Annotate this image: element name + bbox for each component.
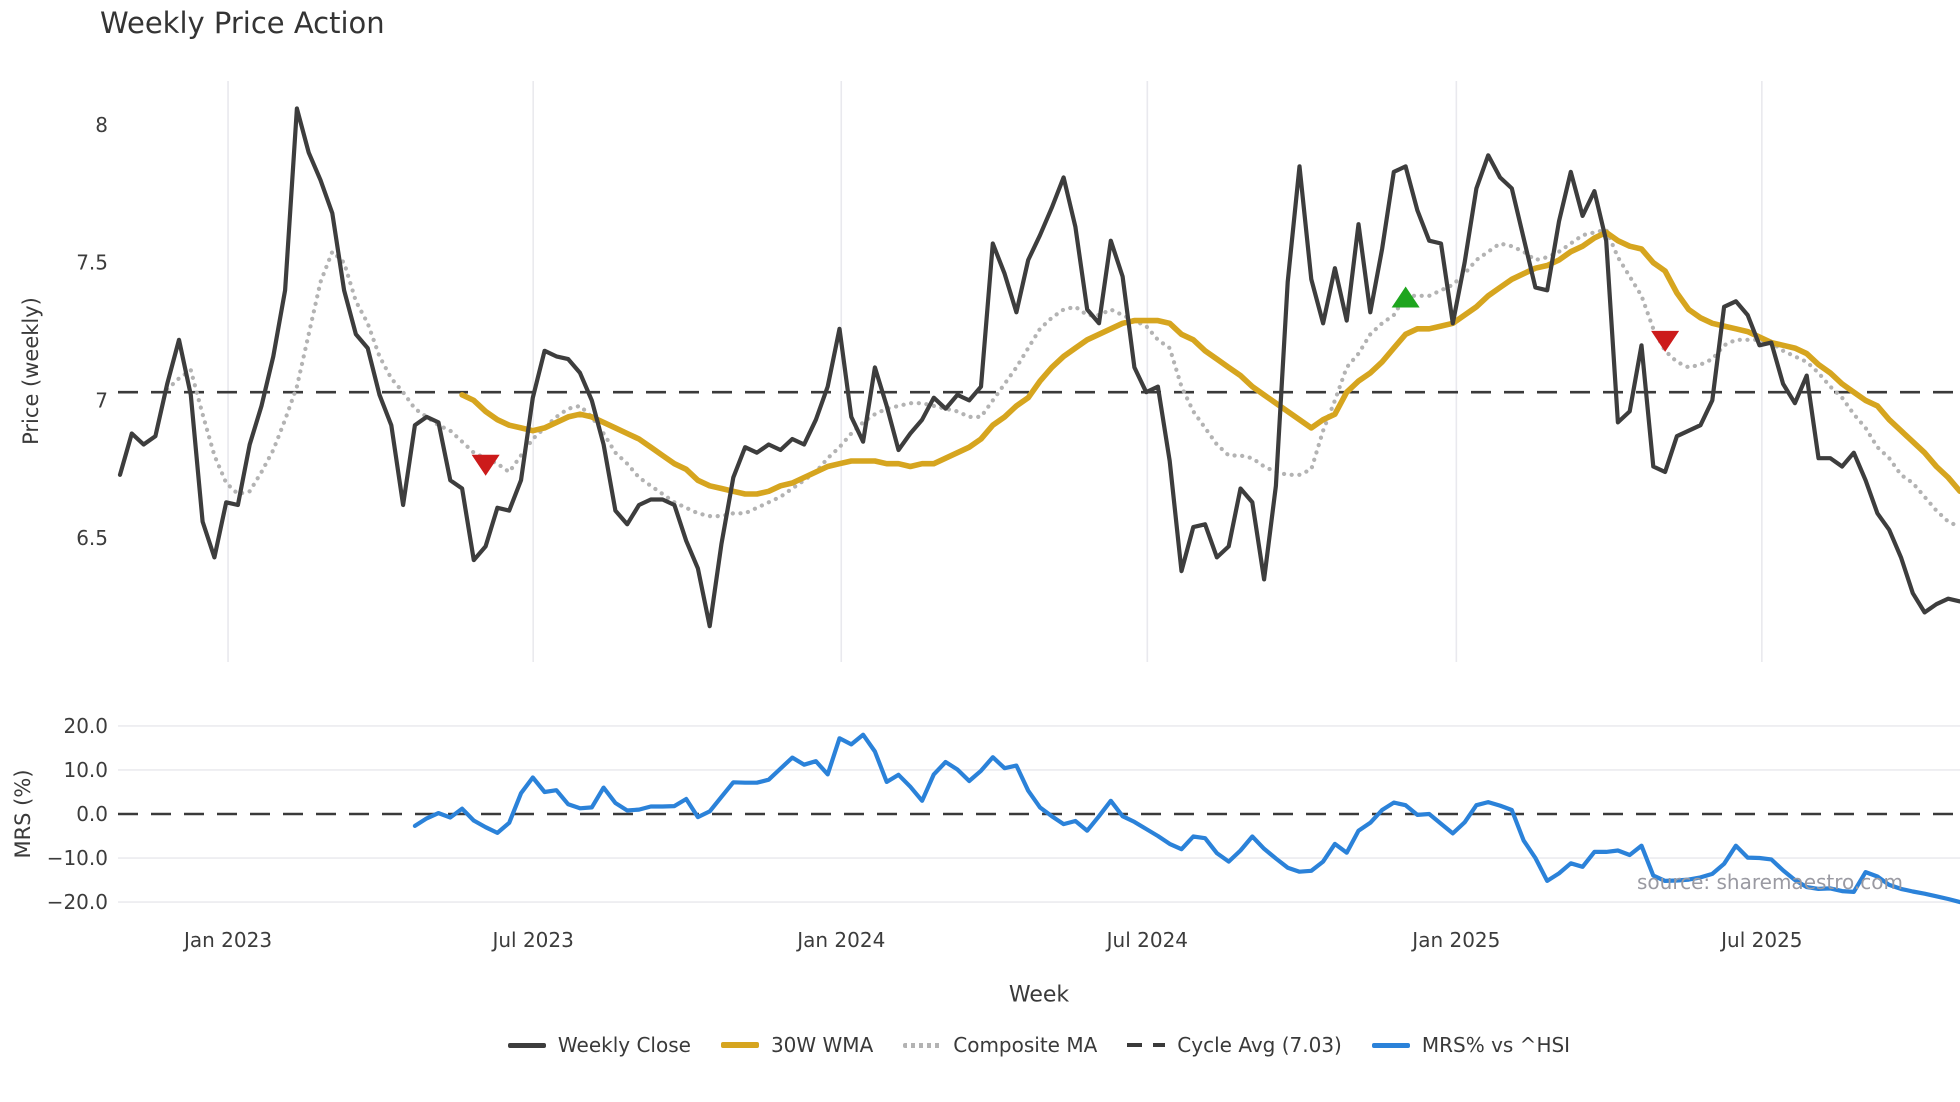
- sell-marker-icon: [471, 454, 500, 476]
- legend-item-30w-wma: 30W WMA: [720, 1033, 874, 1057]
- price-axis-label: Price (weekly): [19, 297, 43, 445]
- sell-marker-icon: [1651, 330, 1680, 352]
- source-watermark: source: sharemaestro.com: [1637, 870, 1903, 894]
- x-tick-label: Jul 2025: [1719, 928, 1802, 952]
- x-tick-label: Jul 2023: [490, 928, 573, 952]
- x-tick-label: Jan 2025: [1410, 928, 1500, 952]
- price-tick-label: 7: [95, 388, 108, 412]
- composite-ma-line: [165, 227, 1960, 530]
- cycle-avg-swatch-icon: [1127, 1043, 1166, 1047]
- weekly-close-swatch-icon: [507, 1042, 546, 1048]
- x-tick-label: Jan 2023: [182, 928, 272, 952]
- wma-30w-line: [459, 229, 1960, 497]
- mrs-tick-label: 0.0: [76, 802, 108, 826]
- mrs-tick-label: −10.0: [47, 846, 108, 870]
- price-tick-label: 6.5: [76, 526, 108, 550]
- legend-item-cycle-avg: Cycle Avg (7.03): [1127, 1033, 1342, 1057]
- x-axis-label: Week: [1008, 982, 1070, 1008]
- legend-label: Weekly Close: [557, 1033, 691, 1057]
- legend-item-weekly-close: Weekly Close: [507, 1033, 691, 1057]
- legend-item-composite-ma: Composite MA: [903, 1033, 1097, 1057]
- legend-label: MRS% vs ^HSI: [1421, 1033, 1571, 1057]
- page-title: Weekly Price Action: [100, 6, 385, 40]
- x-tick-label: Jan 2024: [795, 928, 885, 952]
- x-tick-label: Jul 2024: [1105, 928, 1188, 952]
- legend-label: Composite MA: [953, 1033, 1098, 1057]
- legend-label: 30W WMA: [770, 1033, 874, 1057]
- mrs-axis-label: MRS (%): [11, 769, 35, 859]
- mrs-tick-label: 10.0: [63, 758, 108, 782]
- weekly-close-line: [117, 106, 1960, 629]
- buy-marker-icon: [1391, 286, 1420, 308]
- mrs-tick-label: −20.0: [47, 890, 108, 914]
- legend-item-mrs: MRS% vs ^HSI: [1371, 1033, 1571, 1057]
- mrs-tick-label: 20.0: [63, 714, 108, 738]
- price-tick-label: 7.5: [76, 251, 108, 275]
- mrs-line: [412, 732, 1960, 905]
- legend-label: Cycle Avg (7.03): [1177, 1033, 1342, 1057]
- composite-ma-swatch-icon: [903, 1042, 942, 1048]
- legend: Weekly Close 30W WMA Composite MA Cycle …: [118, 1033, 1960, 1057]
- price-tick-label: 8: [95, 113, 108, 137]
- wma-swatch-icon: [720, 1042, 759, 1048]
- mrs-swatch-icon: [1371, 1042, 1410, 1048]
